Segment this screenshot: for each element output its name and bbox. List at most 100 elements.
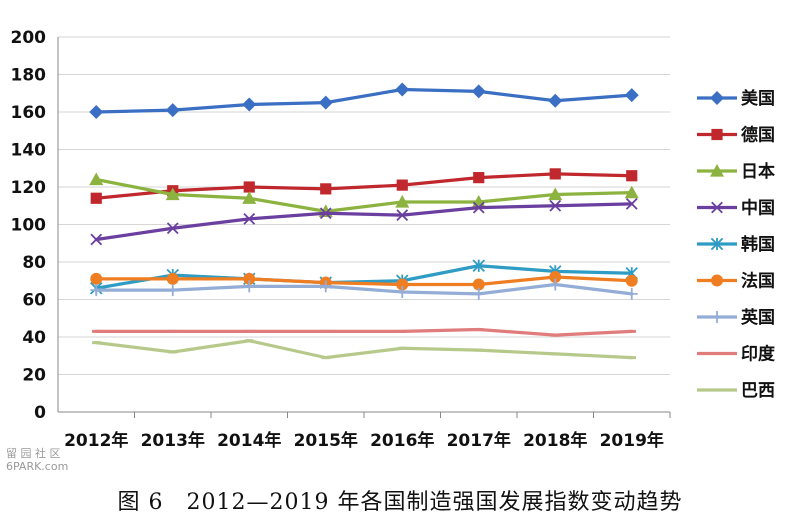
data-point — [711, 274, 723, 287]
data-point — [472, 278, 485, 291]
data-point — [396, 209, 409, 222]
x-tick-label: 2018年 — [523, 430, 587, 451]
data-point — [242, 97, 257, 112]
line-chart: 0 20 40 60 80 100 120 140 160 180 200 2012年 2013年 201… — [11, 28, 776, 451]
series-line — [94, 327, 634, 337]
data-point — [242, 191, 257, 204]
y-tick-label: 100 — [11, 216, 47, 236]
data-point — [319, 207, 332, 220]
data-point — [473, 172, 485, 184]
data-point — [90, 192, 102, 204]
data-point — [396, 179, 408, 191]
data-point — [320, 183, 332, 195]
legend-item: 巴西 — [697, 381, 775, 401]
legend-label: 美国 — [741, 88, 775, 109]
data-point — [549, 278, 562, 291]
series-line — [94, 172, 634, 200]
x-tick-label: 2017年 — [447, 430, 511, 451]
data-point — [549, 168, 561, 180]
legend-item: 英国 — [697, 307, 775, 328]
series — [89, 82, 639, 119]
x-tick-label: 2019年 — [600, 430, 664, 451]
series-line — [94, 275, 634, 287]
series — [90, 271, 638, 291]
data-point — [243, 181, 255, 193]
data-point — [165, 187, 180, 201]
y-tick-label: 40 — [22, 328, 46, 348]
x-tick-label: 2013年 — [141, 430, 205, 451]
data-point — [243, 280, 256, 293]
series-line — [94, 87, 634, 114]
data-point — [549, 199, 562, 212]
legend-label: 巴西 — [741, 381, 775, 401]
data-point — [548, 187, 563, 201]
data-point — [89, 105, 104, 119]
y-tick-label: 200 — [11, 28, 47, 48]
data-point — [166, 284, 179, 297]
data-point — [395, 82, 410, 97]
x-tick-label: 2014年 — [217, 430, 281, 451]
series — [90, 278, 638, 300]
data-point — [166, 222, 179, 235]
figure-caption: 图 6 2012—2019 年各国制造强国发展指数变动趋势 — [117, 490, 683, 515]
data-point — [243, 212, 256, 225]
data-point — [472, 201, 485, 214]
data-point — [395, 195, 410, 208]
data-point — [710, 164, 724, 177]
y-tick-label: 140 — [11, 141, 47, 161]
y-tick-label: 120 — [11, 178, 47, 198]
data-point — [472, 259, 485, 272]
data-point — [90, 284, 103, 297]
data-point — [165, 103, 180, 118]
series-line — [94, 264, 634, 290]
series — [92, 327, 636, 337]
legend-label: 日本 — [741, 161, 775, 182]
legend-label: 韩国 — [741, 234, 775, 255]
data-point — [243, 272, 256, 285]
legend-item: 韩国 — [697, 234, 775, 255]
data-point — [711, 311, 723, 323]
legend-item: 中国 — [697, 198, 775, 219]
data-point — [396, 286, 409, 298]
data-point — [90, 233, 103, 246]
data-point — [319, 280, 332, 293]
data-point — [624, 185, 639, 199]
y-tick-label: 180 — [11, 66, 47, 86]
x-tick-label: 2015年 — [294, 430, 358, 451]
series-line — [94, 339, 634, 360]
data-point — [90, 272, 103, 285]
data-point — [625, 274, 638, 287]
data-point — [548, 93, 563, 108]
legend-label: 中国 — [741, 198, 775, 219]
data-point — [89, 172, 104, 186]
data-point — [710, 91, 724, 105]
data-point — [318, 95, 333, 110]
watermark-line2: 6PARK.com — [6, 460, 69, 473]
y-tick-label: 0 — [34, 403, 46, 423]
data-point — [472, 287, 485, 300]
legend-item: 德国 — [697, 125, 775, 146]
data-point — [625, 287, 638, 300]
watermark: 留 园 社 区 6PARK.com — [6, 447, 68, 473]
series-line — [94, 282, 634, 296]
legend-item: 美国 — [697, 88, 775, 109]
data-point — [396, 278, 409, 291]
legend-item: 印度 — [697, 344, 776, 365]
y-tick-label: 60 — [22, 291, 46, 311]
y-tick-label: 80 — [22, 253, 46, 273]
legend-item: 法国 — [697, 271, 775, 292]
data-point — [626, 170, 638, 182]
series — [90, 197, 638, 246]
data-point — [625, 197, 638, 210]
legend-label: 英国 — [741, 307, 775, 328]
data-point — [711, 128, 723, 141]
y-tick-label: 160 — [11, 103, 47, 123]
watermark-line1: 留 园 社 区 — [6, 447, 61, 460]
legend-label: 德国 — [741, 125, 775, 146]
x-tick-label: 2016年 — [370, 430, 434, 451]
x-tick-label: 2012年 — [64, 430, 128, 451]
data-point — [711, 201, 723, 214]
series — [92, 339, 636, 360]
